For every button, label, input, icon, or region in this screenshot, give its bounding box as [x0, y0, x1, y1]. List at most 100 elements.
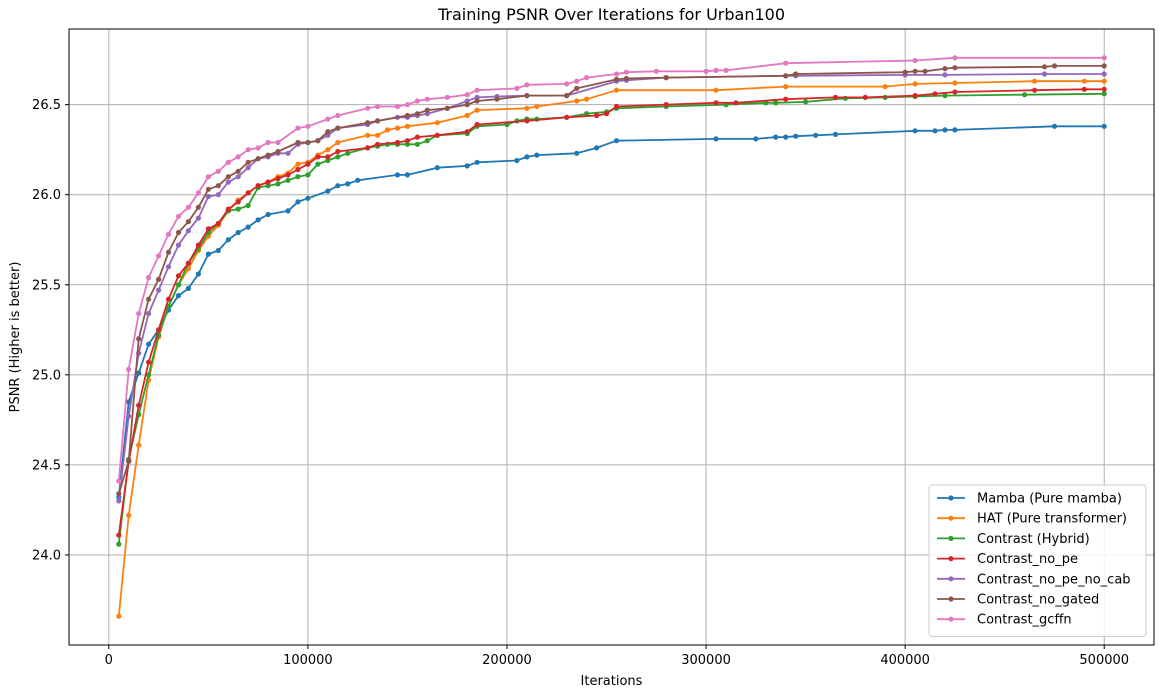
data-point	[275, 181, 281, 187]
data-point	[365, 132, 371, 138]
data-point	[195, 271, 201, 277]
data-point	[703, 68, 709, 74]
legend-label: Contrast_no_gated	[977, 593, 1099, 608]
data-point	[952, 89, 958, 95]
data-point	[1022, 92, 1028, 98]
data-point	[1032, 87, 1038, 93]
data-point	[534, 152, 540, 158]
data-point	[265, 152, 271, 158]
data-point	[325, 154, 331, 160]
legend-swatch-marker	[948, 515, 954, 521]
data-point	[255, 156, 261, 162]
data-point	[365, 120, 371, 126]
data-point	[245, 165, 251, 171]
data-point	[832, 94, 839, 100]
data-point	[235, 199, 241, 205]
x-tick-label: 0	[105, 653, 113, 668]
data-point	[404, 102, 410, 108]
data-point	[275, 175, 281, 182]
data-point	[325, 188, 331, 194]
data-point	[404, 172, 410, 178]
data-point	[175, 282, 182, 288]
data-point	[255, 217, 261, 223]
data-point	[594, 112, 600, 119]
data-point	[126, 458, 132, 464]
legend-label: Contrast_no_pe_no_cab	[977, 572, 1131, 587]
data-point	[365, 105, 371, 111]
data-point	[564, 114, 570, 120]
data-point	[136, 336, 142, 342]
data-point	[315, 154, 321, 160]
data-point	[613, 87, 620, 93]
data-point	[265, 179, 271, 185]
data-point	[325, 147, 331, 153]
data-point	[335, 154, 341, 160]
data-point	[146, 372, 152, 378]
data-point	[305, 161, 311, 167]
data-point	[285, 177, 291, 183]
data-point	[444, 105, 450, 111]
data-point	[882, 84, 888, 90]
data-point	[225, 179, 231, 185]
data-point	[195, 215, 201, 221]
data-point	[215, 183, 221, 189]
series-5	[116, 63, 1107, 497]
data-point	[165, 296, 172, 302]
data-point	[424, 96, 430, 102]
data-point	[1081, 86, 1087, 92]
data-point	[156, 287, 162, 293]
data-point	[365, 145, 371, 151]
data-point	[434, 120, 440, 126]
x-tick-label: 400000	[880, 653, 930, 668]
data-point	[932, 91, 938, 97]
legend-item: Contrast (Hybrid)	[937, 532, 1090, 547]
data-point	[205, 193, 211, 200]
data-point	[245, 147, 251, 153]
data-point	[394, 139, 401, 146]
data-point	[813, 132, 819, 138]
x-tick-label: 300000	[681, 653, 731, 668]
data-point	[315, 161, 321, 167]
data-point	[574, 78, 580, 84]
y-tick-label: 25.5	[32, 278, 61, 293]
data-point	[215, 220, 221, 227]
data-point	[783, 96, 789, 102]
data-point	[434, 165, 440, 171]
data-point	[613, 71, 620, 77]
data-point	[345, 181, 351, 187]
data-point	[185, 285, 191, 291]
data-point	[1101, 78, 1107, 84]
data-point	[524, 82, 530, 88]
data-point	[414, 141, 420, 147]
data-point	[1101, 71, 1107, 77]
data-point	[116, 478, 122, 484]
data-point	[464, 112, 470, 119]
data-point	[156, 276, 162, 282]
data-point	[464, 129, 470, 135]
data-point	[305, 139, 311, 146]
series-0	[116, 123, 1107, 500]
data-point	[116, 532, 122, 538]
x-tick-label: 100000	[283, 653, 333, 668]
data-point	[146, 296, 152, 302]
data-point	[464, 163, 470, 169]
data-point	[1051, 123, 1058, 129]
data-point	[375, 103, 381, 110]
data-point	[136, 370, 142, 376]
data-point	[474, 159, 480, 165]
data-point	[1101, 123, 1107, 129]
data-point	[384, 127, 391, 133]
legend-label: Mamba (Pure mamba)	[977, 492, 1122, 507]
data-point	[783, 134, 789, 140]
data-point	[444, 94, 450, 100]
data-point	[912, 81, 918, 87]
data-point	[922, 68, 928, 74]
data-point	[534, 103, 540, 110]
data-point	[1041, 64, 1048, 70]
data-point	[414, 134, 420, 140]
legend-label: Contrast_gcffn	[977, 613, 1072, 628]
series-line	[117, 88, 1105, 536]
data-point	[862, 94, 868, 100]
data-point	[225, 159, 231, 165]
data-point	[783, 60, 789, 66]
